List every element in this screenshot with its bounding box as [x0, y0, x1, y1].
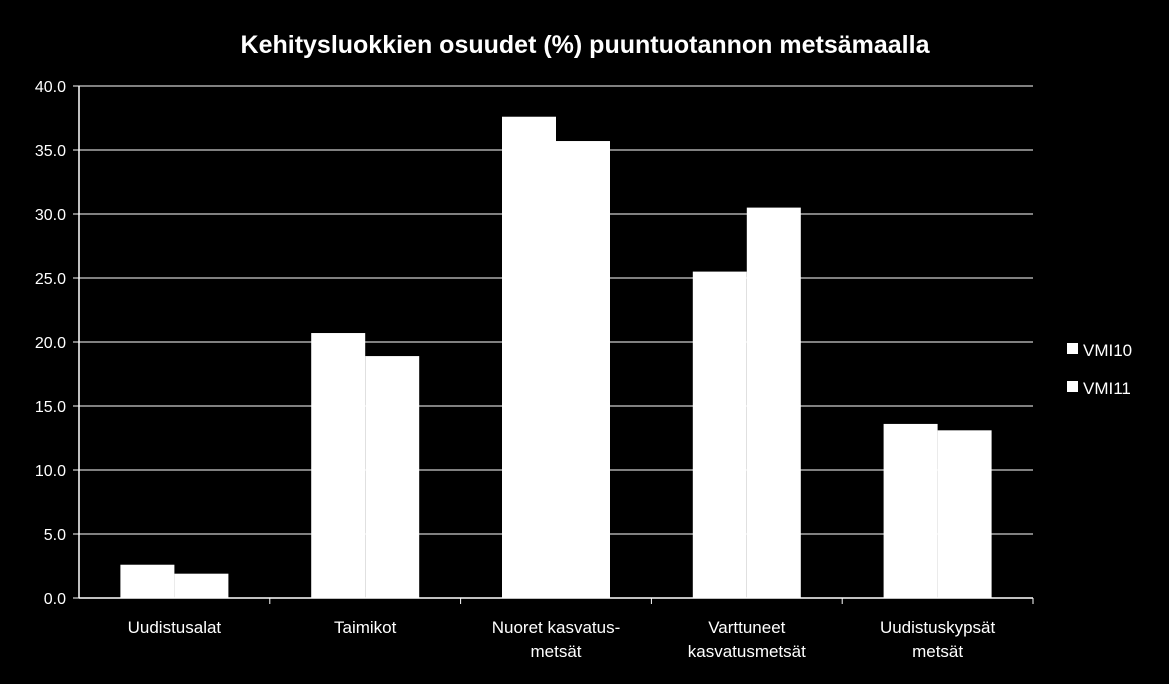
x-category-label: Nuoret kasvatus- [492, 618, 621, 637]
legend-swatch-vmi10 [1067, 343, 1078, 354]
y-tick-label: 15.0 [35, 399, 66, 416]
y-tick-label: 25.0 [35, 271, 66, 288]
x-category-label: Uudistuskypsät [880, 618, 996, 637]
y-tick-label: 35.0 [35, 143, 66, 160]
x-category-label: Uudistusalat [128, 618, 222, 637]
x-category-label: Varttuneet [708, 618, 785, 637]
y-tick-labels: 0.0 5.0 10.0 15.0 20.0 25.0 30.0 35.0 40.0 [35, 79, 66, 608]
bar-vmi10-4 [883, 423, 938, 598]
bar-vmi11-1 [365, 356, 420, 598]
bar-vmi11-2 [556, 141, 610, 599]
bar-vmi10-2 [502, 116, 556, 598]
legend-swatch-vmi11 [1067, 381, 1078, 392]
chart-title: Kehitysluokkien osuudet (%) puuntuotanno… [241, 31, 931, 59]
legend-label-vmi10: VMI10 [1083, 341, 1132, 360]
bar-vmi10-1 [311, 333, 366, 598]
axes [73, 85, 1034, 604]
bar-vmi10-3 [692, 271, 747, 598]
x-category-label: metsät [912, 642, 963, 661]
y-tick-label: 10.0 [35, 463, 66, 480]
x-category-label: kasvatusmetsät [688, 642, 806, 661]
y-tick-label: 40.0 [35, 79, 66, 96]
x-category-labels: Uudistusalat Taimikot Nuoret kasvatus-mets… [128, 618, 996, 661]
legend-label-vmi11: VMI11 [1083, 379, 1131, 398]
bar-vmi10-0 [120, 564, 175, 598]
y-tick-label: 5.0 [44, 527, 66, 544]
y-tick-label: 30.0 [35, 207, 66, 224]
bars [120, 116, 992, 599]
bar-vmi11-0 [174, 573, 229, 598]
bar-vmi11-4 [937, 430, 992, 598]
x-category-label: Taimikot [334, 618, 397, 637]
y-tick-label: 20.0 [35, 335, 66, 352]
legend: VMI10 VMI11 [1067, 341, 1132, 398]
x-category-label: metsät [530, 642, 581, 661]
y-tick-label: 0.0 [44, 591, 66, 608]
bar-vmi11-3 [746, 207, 801, 598]
